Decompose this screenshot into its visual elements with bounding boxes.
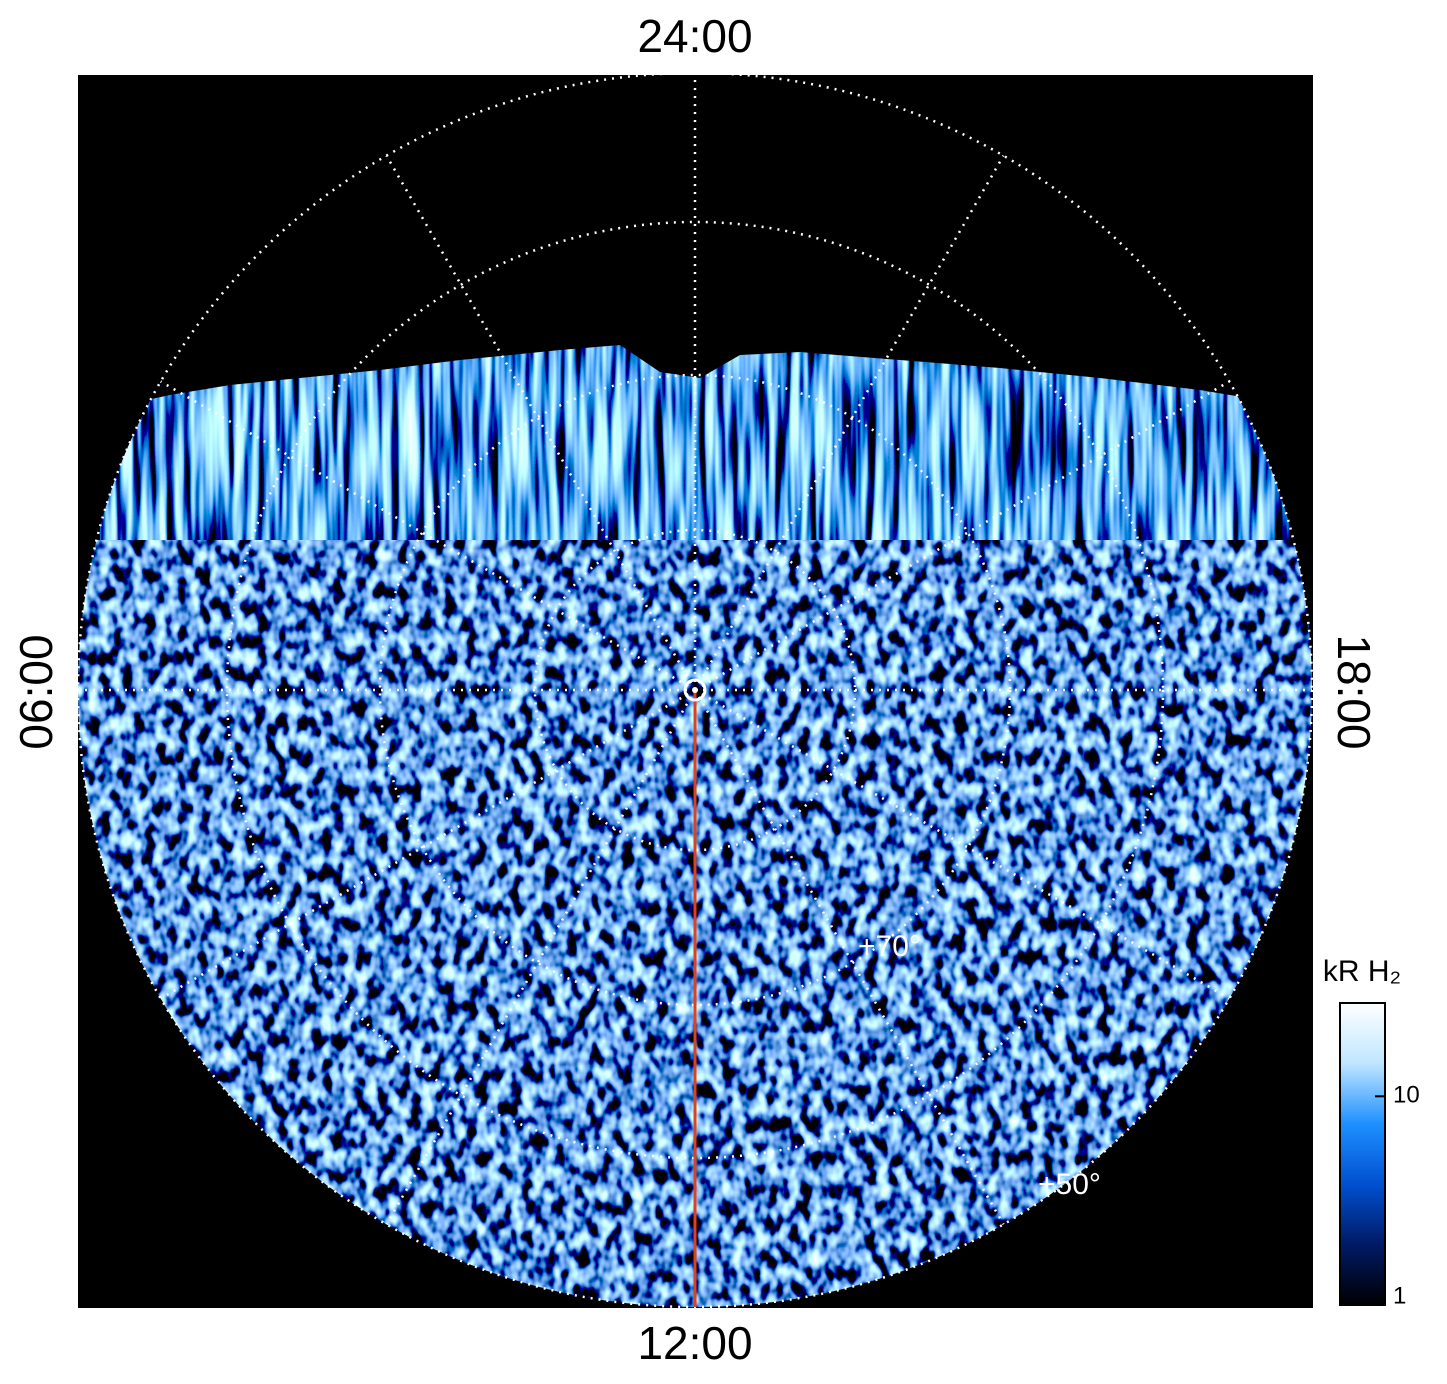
colorbar-label: kR H₂ [1323,955,1401,988]
colorbar-tick-label: 1 [1393,1282,1406,1309]
latitude-circle [378,373,1012,1007]
latitude-label: +50° [1038,1168,1101,1201]
colorbar [1339,1002,1386,1306]
time-label: 06:00 [10,634,62,749]
pole-dot [692,687,698,693]
colorbar-tick-label: 10 [1393,1082,1420,1109]
latitude-label: +70° [858,930,921,963]
pole-marker [683,678,707,702]
colorbar-ticks: 1 10 [1375,1082,1420,1309]
time-label: 12:00 [637,1317,752,1369]
emission-streaks [100,345,1312,560]
latitude-circle [225,220,1165,1160]
time-label: 24:00 [637,10,752,62]
time-label: 18:00 [1328,634,1380,749]
